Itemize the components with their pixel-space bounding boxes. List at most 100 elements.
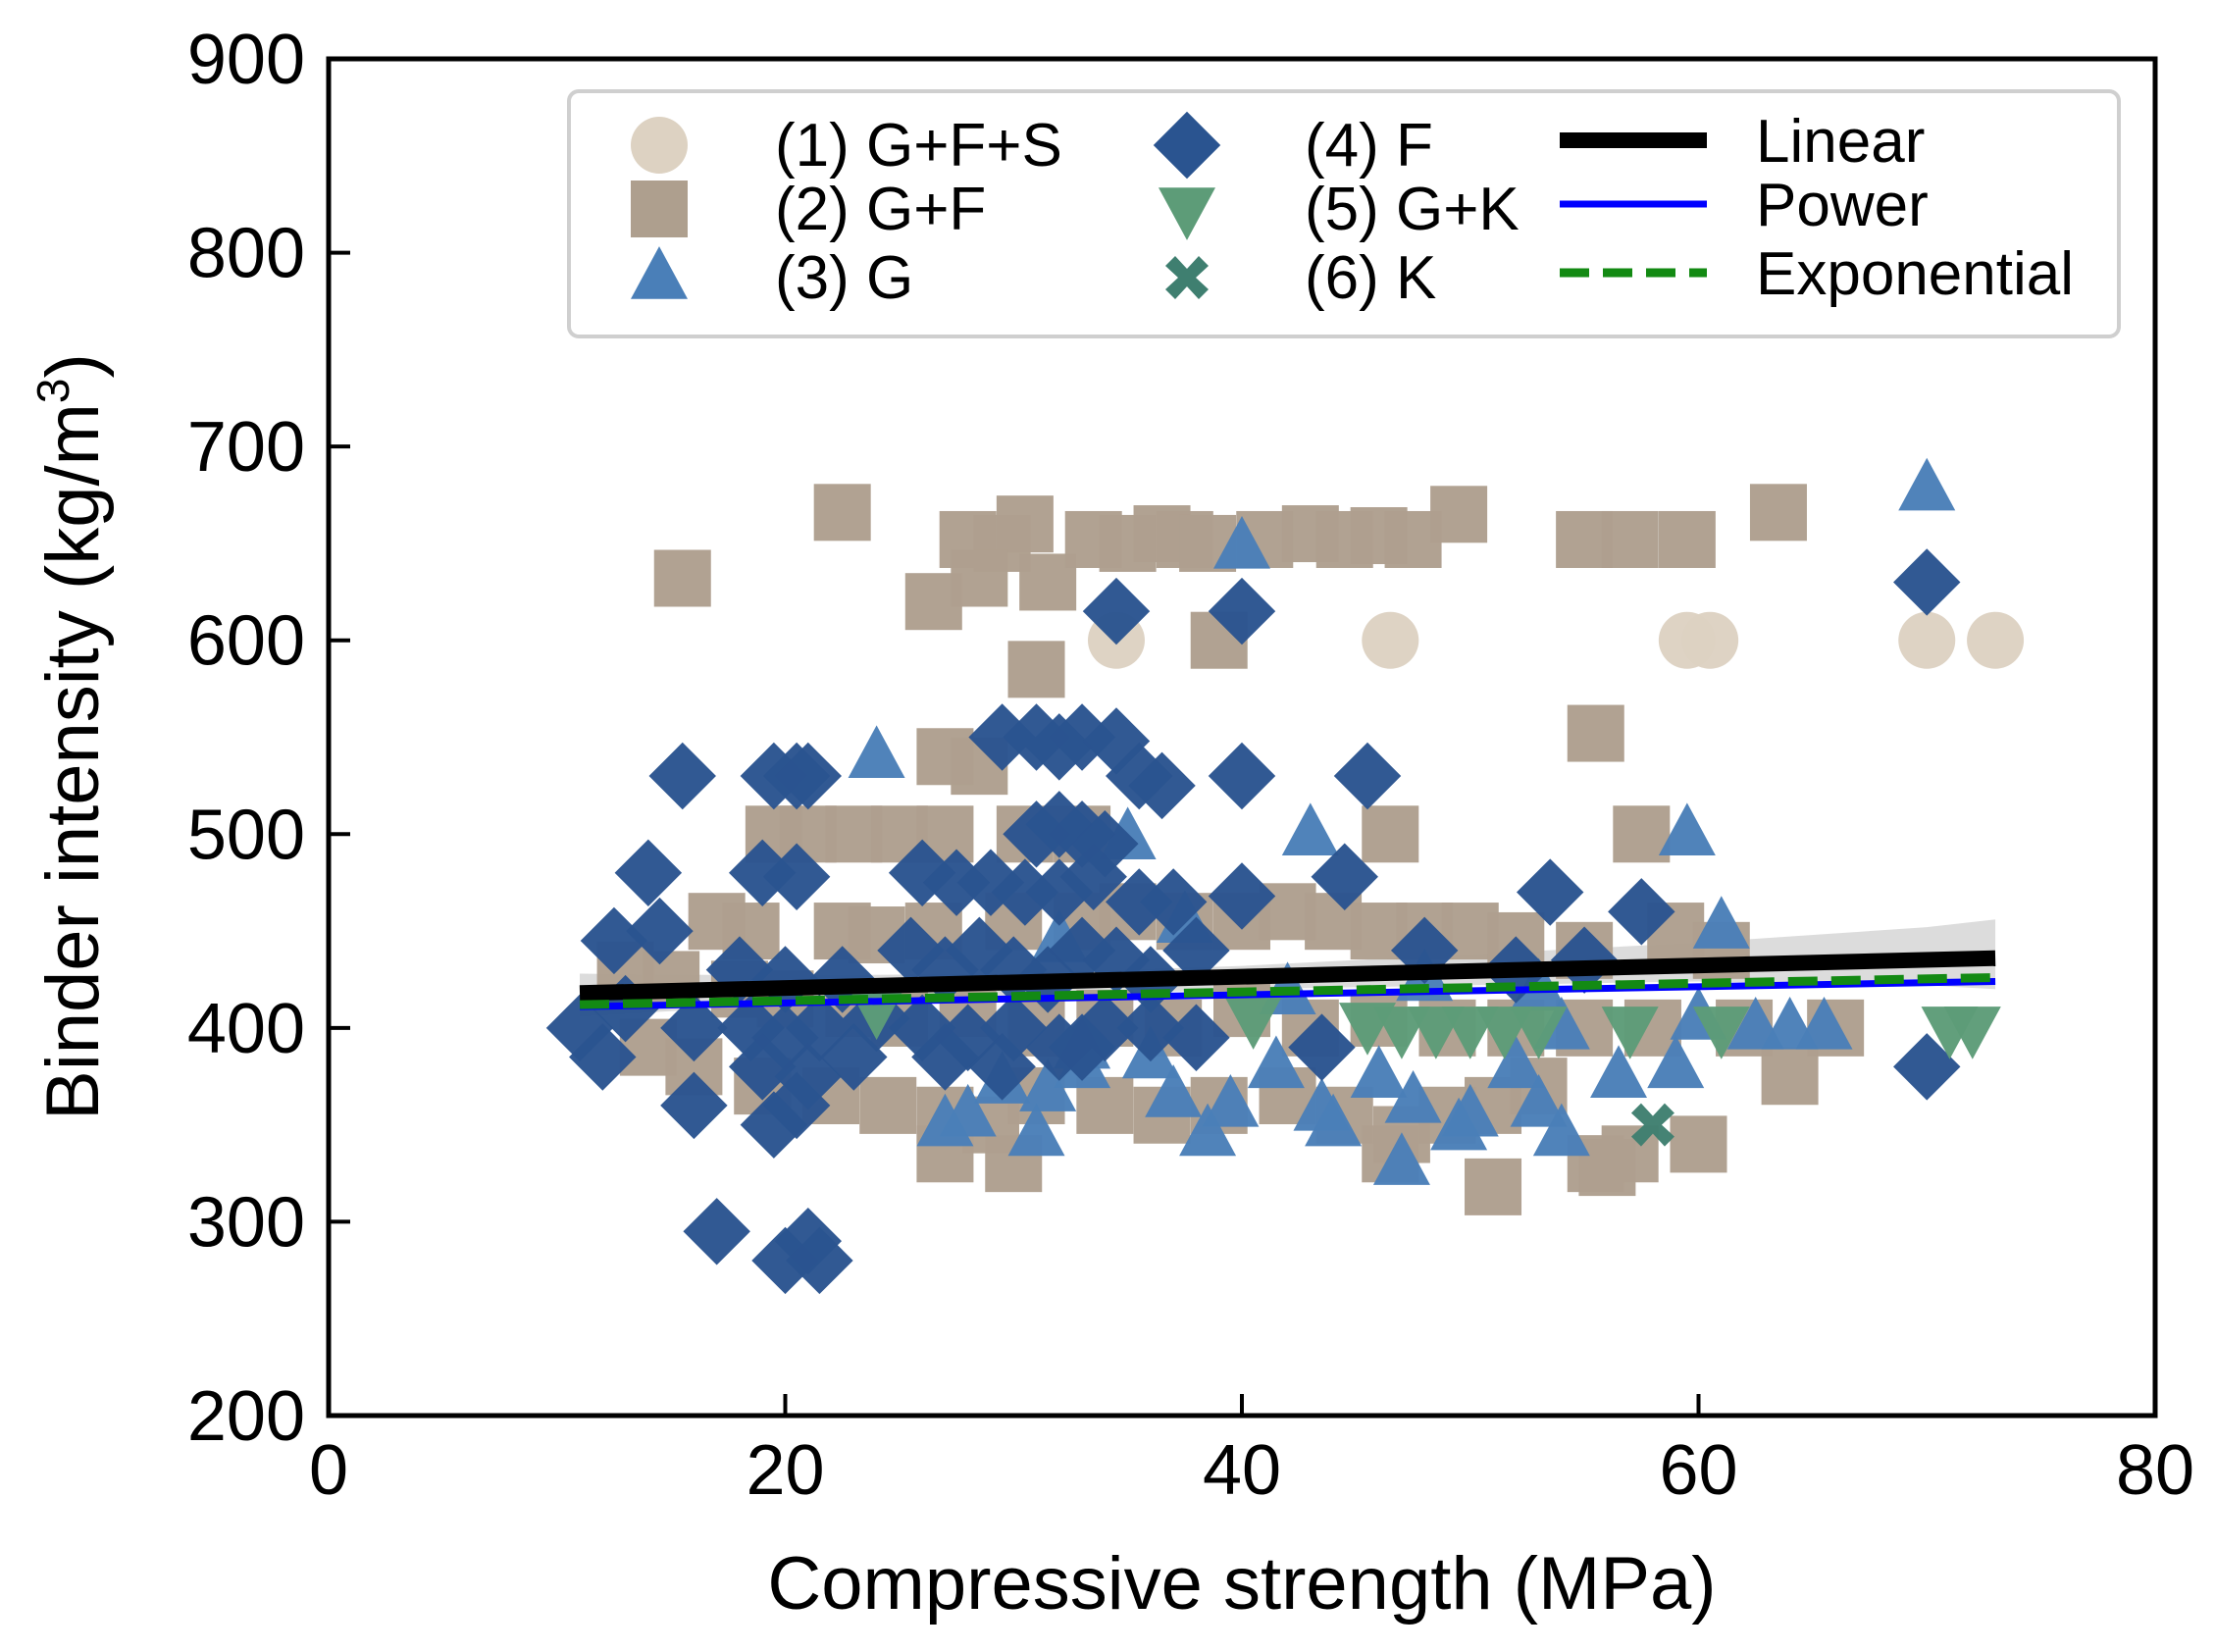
- data-point: [1943, 1007, 2001, 1059]
- axis-ticks-layer: 0 20 40 60 80 200 300 400 500 600 700 800 900: [187, 21, 2194, 1510]
- legend-marker: [631, 181, 688, 237]
- data-point: [1567, 704, 1624, 762]
- data-point: [1372, 1132, 1430, 1185]
- data-point: [1510, 1073, 1568, 1127]
- data-point: [729, 839, 797, 907]
- data-point: [705, 936, 774, 1004]
- data-point: [1430, 486, 1488, 543]
- data-point: [1208, 862, 1276, 930]
- data-point: [1692, 896, 1750, 949]
- y-tick-label: 300: [187, 1183, 305, 1262]
- x-tick-label: 0: [309, 1431, 348, 1510]
- data-point: [1681, 611, 1739, 669]
- x-axis-title: Compressive strength (MPa): [767, 1542, 1716, 1626]
- data-point: [922, 849, 991, 916]
- y-tick-label: 400: [187, 990, 305, 1068]
- data-point: [996, 495, 1054, 553]
- data-point: [1019, 1058, 1077, 1111]
- data-point: [968, 703, 1036, 771]
- legend-items: (1) G+F+S(2) G+F(3) G (4) F(5) G+K(6) K Li…: [631, 108, 2074, 312]
- data-point: [653, 549, 711, 607]
- data-point: [1048, 703, 1116, 771]
- data-point: [1333, 742, 1402, 810]
- legend-label: (6) K: [1305, 244, 1436, 312]
- data-point: [1487, 1035, 1545, 1089]
- data-point: [762, 1071, 831, 1140]
- legend-label: Linear: [1756, 108, 1925, 176]
- data-point: [991, 858, 1059, 926]
- data-point: [1590, 1045, 1648, 1098]
- data-point: [1145, 1064, 1203, 1117]
- legend-label: (3) G: [775, 244, 913, 312]
- data-point: [762, 843, 831, 910]
- data-point: [786, 994, 853, 1062]
- data-point: [1384, 1070, 1442, 1123]
- legend-marker: [1153, 111, 1221, 180]
- data-point: [1305, 1093, 1363, 1147]
- legend-label: (5) G+K: [1305, 176, 1520, 243]
- data-point: [1630, 1103, 1674, 1147]
- data-point: [1578, 1139, 1636, 1197]
- legend: (1) G+F+S(2) G+F(3) G (4) F(5) G+K(6) K Li…: [567, 89, 2121, 338]
- data-point: [1208, 742, 1276, 810]
- y-tick-label: 700: [187, 408, 305, 487]
- data-point: [1795, 996, 1853, 1050]
- data-point: [1082, 707, 1151, 775]
- data-point: [1601, 510, 1659, 568]
- legend-label: (1) G+F+S: [775, 112, 1062, 180]
- data-point: [1692, 1007, 1750, 1059]
- fit-line-linear: [579, 950, 1996, 1002]
- y-axis-title-superscript: 3: [27, 378, 78, 403]
- data-point: [1007, 1103, 1065, 1157]
- data-point: [740, 1091, 808, 1159]
- data-point: [1761, 1048, 1819, 1106]
- data-point: [946, 916, 1013, 985]
- data-point: [751, 946, 819, 1013]
- data-point: [1162, 1004, 1230, 1071]
- data-point: [660, 994, 728, 1062]
- data-point: [729, 1033, 797, 1101]
- data-point: [1350, 1045, 1408, 1098]
- x-tick-label: 60: [1659, 1431, 1737, 1510]
- fit-line-exponential: [579, 972, 1996, 1009]
- data-point: [911, 1023, 979, 1091]
- data-point: [1898, 611, 1956, 669]
- data-point: [648, 742, 716, 810]
- data-point: [1106, 742, 1173, 810]
- data-point: [1048, 916, 1116, 985]
- data-point: [911, 936, 979, 1004]
- y-axis-title-main: Binder intensity (kg/m: [31, 403, 115, 1120]
- data-point: [820, 1023, 888, 1091]
- y-axis-title-close: ): [31, 353, 115, 378]
- y-tick-label: 600: [187, 602, 305, 681]
- data-point: [1893, 548, 1961, 616]
- data-point: [786, 1226, 853, 1295]
- data-point: [1224, 997, 1282, 1050]
- data-point: [1139, 868, 1208, 936]
- data-point: [1082, 577, 1151, 645]
- data-point: [1281, 802, 1339, 856]
- data-point: [1967, 611, 2025, 669]
- data-point: [1048, 1013, 1116, 1081]
- y-tick-label: 800: [187, 215, 305, 293]
- x-tick-label: 80: [2116, 1431, 2194, 1510]
- data-point: [1658, 802, 1716, 856]
- y-tick-label: 900: [187, 21, 305, 99]
- data-point: [1465, 1158, 1522, 1215]
- data-point: [1288, 1013, 1356, 1081]
- legend-marker: [631, 246, 688, 299]
- data-point: [1116, 994, 1185, 1062]
- data-point: [1670, 1115, 1727, 1173]
- data-point: [660, 1071, 728, 1140]
- data-point: [1362, 611, 1419, 669]
- data-points-layer: [545, 457, 2025, 1295]
- data-point: [1179, 1103, 1237, 1157]
- data-point: [1106, 868, 1173, 936]
- data-point: [1647, 1035, 1705, 1089]
- legend-label: Exponential: [1756, 240, 2074, 308]
- data-point: [1071, 809, 1139, 878]
- legend-box: [567, 89, 2121, 338]
- y-axis-title: Binder intensity (kg/m3): [27, 353, 115, 1120]
- legend-marker: [631, 117, 688, 174]
